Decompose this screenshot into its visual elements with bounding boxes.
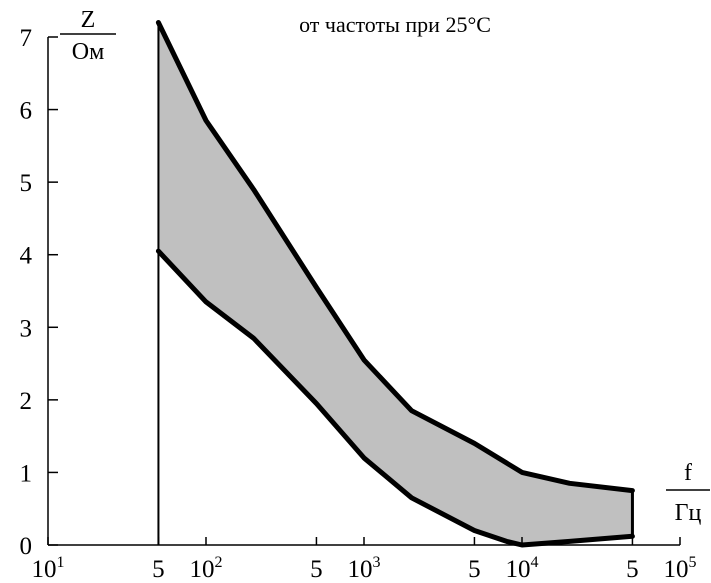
x-tick-exponent: 5 [689,554,697,571]
y-axis-label-denominator: Ом [72,39,105,65]
x-axis-label-denominator: Гц [675,500,702,526]
x-tick-exponent: 3 [373,554,381,571]
y-axis: 0 1 2 3 4 5 6 7 [20,25,58,560]
series-upper-line [155,20,635,494]
y-tick-label: 1 [20,460,33,487]
y-tick-label: 5 [20,170,33,197]
y-tick-label: 0 [20,533,33,560]
x-tick-label: 5 [310,556,323,583]
x-tick-exponent: 1 [57,554,65,571]
x-tick-label: 5 [152,556,165,583]
y-tick-label: 2 [20,388,33,415]
x-tick-label: 102 [190,554,223,583]
x-axis: 101 5 102 5 103 5 104 5 105 [32,537,697,583]
x-axis-label-numerator: f [684,460,692,486]
x-tick-label: 101 [32,554,65,583]
chart-title: от частоты при 25°С [299,12,491,37]
x-tick-label: 105 [664,554,697,583]
plot-area [155,20,635,548]
x-tick-label: 103 [348,554,381,583]
y-axis-label: Z Ом [60,7,116,65]
series-lower-line [155,248,635,548]
x-tick-label: 5 [468,556,481,583]
x-axis-label: f Гц [666,460,710,526]
x-tick-exponent: 4 [531,554,539,571]
y-tick-label: 7 [20,25,33,52]
y-tick-label: 6 [20,98,33,125]
x-tick-exponent: 2 [215,554,223,571]
impedance-band-fill [158,22,633,545]
y-tick-label: 4 [20,243,33,270]
x-tick-label: 5 [626,556,639,583]
y-tick-label: 3 [20,315,33,342]
y-axis-label-numerator: Z [81,7,96,33]
x-tick-label: 104 [506,554,539,583]
